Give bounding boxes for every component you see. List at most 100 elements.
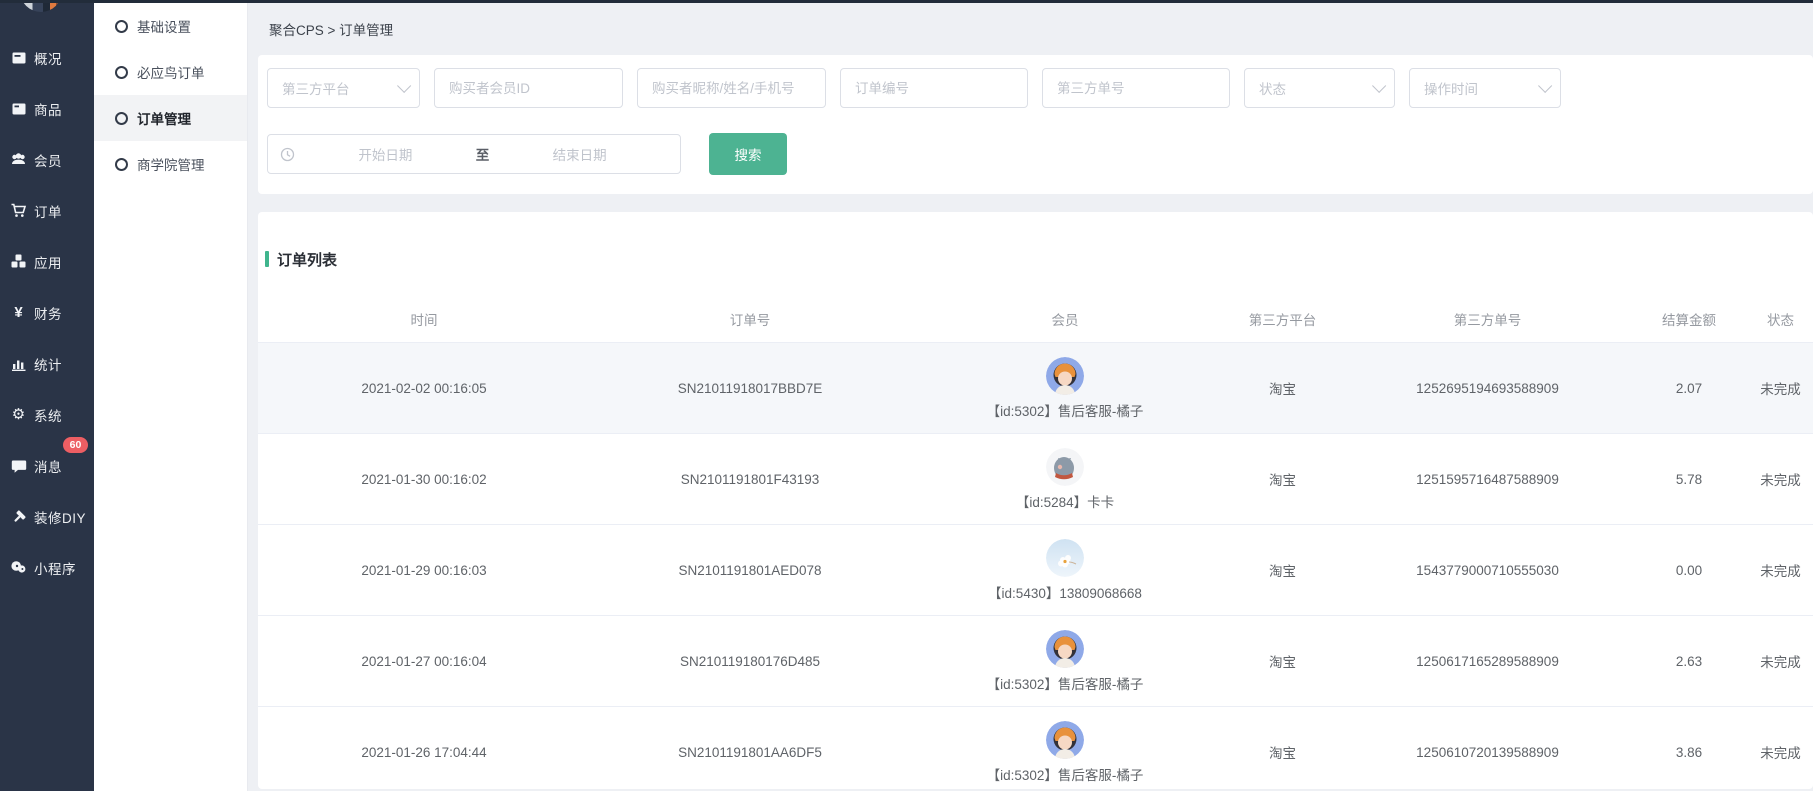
cell-time: 2021-01-27 00:16:04 [361, 653, 487, 669]
user-avatar[interactable] [20, 0, 62, 12]
cell-amount: 2.63 [1675, 653, 1703, 669]
member-name: 【id:5302】售后客服-橘子 [986, 767, 1144, 783]
cell-order-no: SN21011918017BBD7E [677, 380, 823, 396]
cart-icon [10, 202, 27, 219]
date-separator: 至 [475, 148, 490, 163]
table-row: 2021-01-30 00:16:02 SN2101191801F43193 【… [258, 433, 1813, 524]
clock-icon [280, 147, 295, 162]
member-name: 【id:5302】售后客服-橘子 [986, 676, 1144, 692]
member-avatar-flower-icon [1046, 538, 1084, 577]
bar-chart-icon [10, 355, 27, 372]
sidebar-item-label: 系统 [34, 408, 62, 424]
table-row: 2021-01-29 00:16:03 SN2101191801AED078 【… [258, 524, 1813, 615]
buyer-id-input[interactable] [434, 68, 623, 108]
sidebar-item-overview[interactable]: 概况 [0, 32, 94, 83]
cell-amount: 3.86 [1675, 744, 1703, 760]
cell-member: 【id:5302】售后客服-橘子 [910, 629, 1220, 693]
sidebar-item-apps[interactable]: 应用 [0, 236, 94, 287]
order-list-panel: 订单列表 时间 订单号 会员 第三方平台 第三方单号 结算金额 状态 2021-… [258, 212, 1813, 789]
chat-bubble-icon [10, 457, 27, 474]
status-badge: 未完成 [1760, 655, 1801, 670]
primary-sidebar: 概况 商品 会员 订单 应用 ¥ [0, 0, 94, 791]
date-start-placeholder: 开始日期 [358, 148, 413, 163]
op-time-select[interactable]: 操作时间 [1409, 68, 1561, 108]
cell-third-no: 1543779000710555030 [1416, 562, 1559, 578]
chevron-down-icon [1372, 78, 1387, 93]
submenu-item-label: 基础设置 [137, 20, 191, 35]
date-range-picker[interactable]: 开始日期 至 结束日期 [267, 134, 681, 174]
platform-select-value: 第三方平台 [282, 82, 350, 97]
submenu-item-basic-settings[interactable]: 基础设置 [94, 3, 247, 49]
col-header-order-no: 订单号 [729, 313, 771, 328]
radio-circle-icon [115, 111, 128, 125]
cell-third-no: 1250617165289588909 [1416, 653, 1559, 669]
cell-platform: 淘宝 [1269, 746, 1296, 761]
breadcrumb: 聚合CPS > 订单管理 [269, 23, 394, 38]
sidebar-item-orders[interactable]: 订单 [0, 185, 94, 236]
filter-row-2: 开始日期 至 结束日期 搜索 [258, 108, 1813, 175]
member-avatar-girl-icon [1046, 356, 1084, 395]
miniprogram-icon [10, 559, 27, 576]
cell-amount: 5.78 [1675, 471, 1703, 487]
sidebar-item-label: 订单 [34, 204, 62, 220]
col-header-amount: 结算金额 [1662, 313, 1716, 328]
cell-platform: 淘宝 [1269, 655, 1296, 670]
platform-select[interactable]: 第三方平台 [267, 68, 420, 108]
cell-order-no: SN210119180176D485 [679, 653, 821, 669]
member-name: 【id:5302】售后客服-橘子 [986, 403, 1144, 419]
sidebar-item-finance[interactable]: ¥ 财务 [0, 287, 94, 338]
cell-platform: 淘宝 [1269, 473, 1296, 488]
sidebar-item-diy[interactable]: 装修DIY [0, 491, 94, 542]
secondary-sidebar: 基础设置 必应鸟订单 订单管理 商学院管理 [94, 3, 248, 791]
member-avatar-girl-icon [1046, 629, 1084, 668]
date-end-placeholder: 结束日期 [552, 148, 607, 163]
col-header-third-no: 第三方单号 [1453, 313, 1522, 328]
order-no-input[interactable] [840, 68, 1028, 108]
sidebar-item-messages[interactable]: 消息 60 [0, 437, 94, 491]
submenu-item-academy[interactable]: 商学院管理 [94, 141, 247, 187]
buyer-nickname-input[interactable] [637, 68, 826, 108]
radio-circle-icon [115, 157, 128, 171]
sidebar-item-system[interactable]: ⚙ 系统 [0, 389, 94, 440]
cell-platform: 淘宝 [1269, 564, 1296, 579]
cell-order-no: SN2101191801AA6DF5 [678, 744, 822, 760]
submenu-item-label: 必应鸟订单 [137, 66, 205, 81]
filter-panel: 第三方平台 状态 操作时间 开始日期 至 结束日 [258, 55, 1813, 194]
overview-icon [10, 49, 27, 66]
sidebar-item-label: 会员 [34, 153, 62, 169]
cell-member: 【id:5430】13809068668 [910, 538, 1220, 602]
submenu-item-order-management[interactable]: 订单管理 [94, 95, 247, 141]
filter-row-1: 第三方平台 状态 操作时间 [258, 55, 1813, 108]
sidebar-item-label: 装修DIY [34, 510, 87, 526]
submenu-item-label: 商学院管理 [137, 158, 205, 173]
cell-third-no: 1251595716487588909 [1416, 471, 1559, 487]
status-badge: 未完成 [1760, 564, 1801, 579]
cell-time: 2021-01-26 17:04:44 [361, 744, 487, 760]
radio-circle-icon [115, 19, 128, 33]
gear-icon: ⚙ [11, 406, 26, 423]
cell-member: 【id:5302】售后客服-橘子 [910, 720, 1220, 784]
third-party-no-input[interactable] [1042, 68, 1230, 108]
table-row: 2021-02-02 00:16:05 SN21011918017BBD7E 【… [258, 342, 1813, 433]
sidebar-item-members[interactable]: 会员 [0, 134, 94, 185]
submenu-item-bird-orders[interactable]: 必应鸟订单 [94, 49, 247, 95]
sidebar-item-miniprogram[interactable]: 小程序 [0, 542, 94, 593]
cell-time: 2021-02-02 00:16:05 [361, 380, 487, 396]
chevron-down-icon [397, 78, 412, 93]
cell-time: 2021-01-29 00:16:03 [361, 562, 487, 578]
member-name: 【id:5284】卡卡 [1015, 494, 1115, 510]
status-select[interactable]: 状态 [1244, 68, 1395, 108]
status-select-value: 状态 [1259, 82, 1286, 97]
sidebar-item-label: 财务 [34, 306, 62, 322]
member-avatar-cat-icon [1046, 447, 1084, 486]
sidebar-item-label: 应用 [34, 255, 62, 271]
status-badge: 未完成 [1760, 473, 1801, 488]
sidebar-item-stats[interactable]: 统计 [0, 338, 94, 389]
op-time-select-value: 操作时间 [1424, 82, 1478, 97]
order-list-title-row: 订单列表 [258, 212, 1813, 270]
sidebar-item-label: 概况 [34, 51, 62, 67]
primary-nav: 概况 商品 会员 订单 应用 ¥ [0, 32, 94, 593]
sidebar-item-goods[interactable]: 商品 [0, 83, 94, 134]
apps-icon [10, 253, 27, 270]
search-button[interactable]: 搜索 [709, 133, 787, 175]
